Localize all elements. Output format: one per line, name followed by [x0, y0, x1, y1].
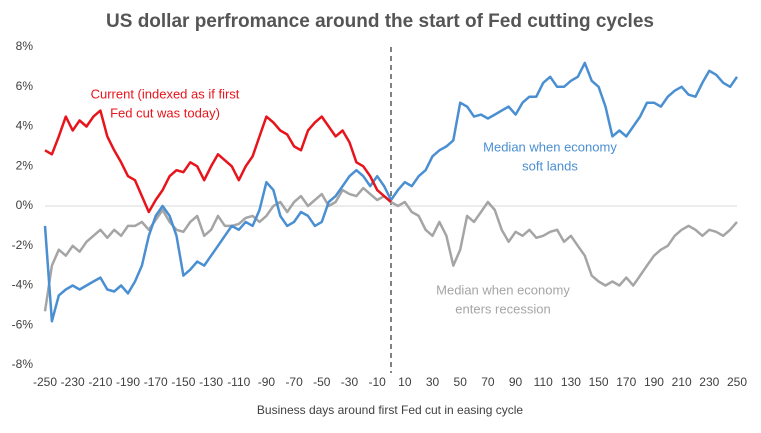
- y-tick-label: 6%: [16, 79, 34, 93]
- x-tick-label: -210: [88, 375, 112, 389]
- y-tick-label: 0%: [16, 198, 34, 212]
- series-label: soft lands: [522, 158, 578, 173]
- series-label: Median when economy: [436, 282, 570, 297]
- y-tick-label: -2%: [12, 238, 34, 252]
- x-tick-label: 50: [454, 375, 468, 389]
- x-tick-label: 170: [616, 375, 636, 389]
- chart-title: US dollar perfromance around the start o…: [106, 11, 654, 32]
- series-label: Fed cut was today): [110, 105, 220, 120]
- x-tick-label: 250: [727, 375, 747, 389]
- x-tick-label: 110: [534, 375, 553, 389]
- series-label: Median when economy: [483, 139, 617, 154]
- series-line: [44, 109, 392, 214]
- x-tick-label: -50: [313, 375, 331, 389]
- x-tick-label: -190: [116, 375, 140, 389]
- x-tick-label: 30: [426, 375, 440, 389]
- x-tick-label: -170: [144, 375, 168, 389]
- x-tick-label: -70: [285, 375, 303, 389]
- x-tick-label: 130: [561, 375, 581, 389]
- x-tick-label: -130: [199, 375, 223, 389]
- series-label: enters recession: [455, 301, 550, 316]
- x-tick-label: 10: [398, 375, 412, 389]
- x-tick-label: 230: [699, 375, 719, 389]
- x-tick-label: 90: [509, 375, 523, 389]
- x-tick-label: -30: [341, 375, 359, 389]
- y-tick-label: 2%: [16, 158, 34, 172]
- x-tick-label: -110: [227, 375, 250, 389]
- x-tick-label: 210: [672, 375, 692, 389]
- y-tick-label: -8%: [12, 357, 34, 371]
- x-tick-label: 150: [589, 375, 609, 389]
- x-tick-label: 190: [644, 375, 664, 389]
- x-tick-label: -250: [33, 375, 57, 389]
- y-tick-label: 4%: [16, 119, 34, 133]
- y-tick-label: -4%: [12, 278, 34, 292]
- x-tick-label: -90: [258, 375, 276, 389]
- x-tick-label: 70: [481, 375, 495, 389]
- y-tick-label: -6%: [12, 317, 34, 331]
- y-tick-label: 8%: [16, 39, 34, 53]
- x-tick-label: -150: [171, 375, 195, 389]
- x-tick-label: -10: [368, 375, 386, 389]
- series-label: Current (indexed as if first: [91, 86, 240, 101]
- series-line: [43, 61, 739, 323]
- x-axis-label: Business days around first Fed cut in ea…: [257, 403, 523, 417]
- x-tick-label: -230: [61, 375, 85, 389]
